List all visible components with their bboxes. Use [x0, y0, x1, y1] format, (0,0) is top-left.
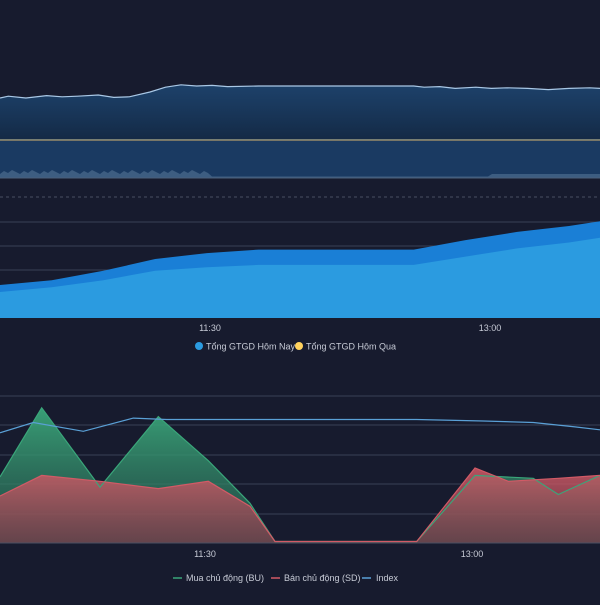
legend-label-yesterday: Tổng GTGD Hôm Qua: [306, 342, 396, 352]
legend-label-sell: Bán chủ động (SD): [284, 573, 361, 583]
legend-label-today: Tổng GTGD Hôm Nay: [206, 342, 296, 352]
flow-legend: Mua chủ động (BU) Bán chủ động (SD) Inde…: [173, 573, 399, 583]
flow-index-line: [0, 417, 600, 434]
gtgd-x-tick: 13:00: [479, 323, 502, 333]
legend-item-buy[interactable]: Mua chủ động (BU): [173, 573, 264, 583]
legend-label-buy: Mua chủ động (BU): [186, 573, 264, 583]
gtgd-chart-panel: 11:30 13:00 Tổng GTGD Hôm Nay Tổng GTGD …: [0, 221, 600, 352]
legend-item-yesterday[interactable]: Tổng GTGD Hôm Qua: [295, 342, 396, 352]
index-line: [0, 84, 600, 99]
legend-dot-today: [195, 342, 203, 350]
flow-x-tick: 13:00: [461, 549, 484, 559]
active-flow-chart-panel: 11:30 13:00 Mua chủ động (BU) Bán chủ độ…: [0, 395, 600, 583]
volume-strip: [0, 170, 600, 178]
gtgd-legend: Tổng GTGD Hôm Nay Tổng GTGD Hôm Qua: [195, 342, 396, 352]
legend-label-index: Index: [376, 573, 399, 583]
legend-item-today[interactable]: Tổng GTGD Hôm Nay: [195, 342, 296, 352]
volume-band: [0, 141, 600, 178]
index-area: [0, 80, 600, 98]
flow-x-tick: 11:30: [194, 549, 216, 559]
legend-item-index[interactable]: Index: [362, 573, 399, 583]
gtgd-yesterday-area: [0, 237, 600, 318]
index-chart-panel: [0, 80, 600, 198]
legend-item-sell[interactable]: Bán chủ động (SD): [271, 573, 361, 583]
sell-active-area: [0, 468, 600, 543]
sell-active-line: [0, 467, 600, 543]
gtgd-x-tick: 11:30: [199, 323, 221, 333]
legend-dot-yesterday: [295, 342, 303, 350]
